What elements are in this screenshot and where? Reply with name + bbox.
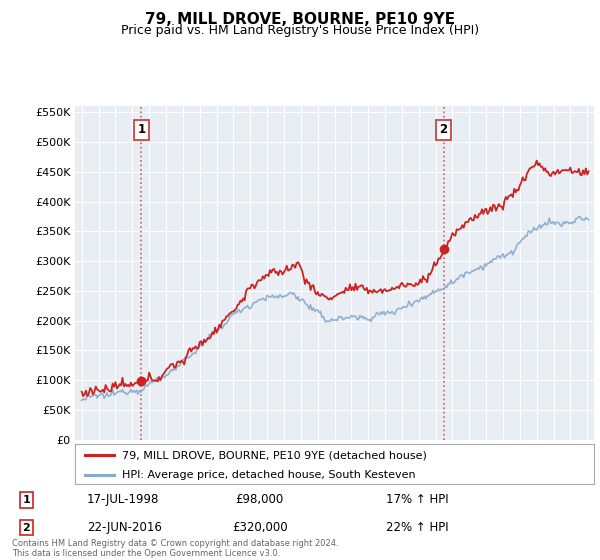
Text: Price paid vs. HM Land Registry's House Price Index (HPI): Price paid vs. HM Land Registry's House …: [121, 24, 479, 37]
Text: 22-JUN-2016: 22-JUN-2016: [87, 521, 162, 534]
Text: 2: 2: [439, 123, 448, 136]
Text: £98,000: £98,000: [236, 493, 284, 506]
Text: 79, MILL DROVE, BOURNE, PE10 9YE (detached house): 79, MILL DROVE, BOURNE, PE10 9YE (detach…: [122, 450, 427, 460]
Text: 17% ↑ HPI: 17% ↑ HPI: [386, 493, 449, 506]
Text: HPI: Average price, detached house, South Kesteven: HPI: Average price, detached house, Sout…: [122, 470, 415, 480]
Text: £320,000: £320,000: [232, 521, 287, 534]
Text: 1: 1: [23, 495, 30, 505]
Text: 17-JUL-1998: 17-JUL-1998: [87, 493, 159, 506]
Text: 2: 2: [23, 522, 30, 533]
Text: 1: 1: [137, 123, 145, 136]
Text: 79, MILL DROVE, BOURNE, PE10 9YE: 79, MILL DROVE, BOURNE, PE10 9YE: [145, 12, 455, 27]
Text: Contains HM Land Registry data © Crown copyright and database right 2024.
This d: Contains HM Land Registry data © Crown c…: [12, 539, 338, 558]
Text: 22% ↑ HPI: 22% ↑ HPI: [386, 521, 449, 534]
